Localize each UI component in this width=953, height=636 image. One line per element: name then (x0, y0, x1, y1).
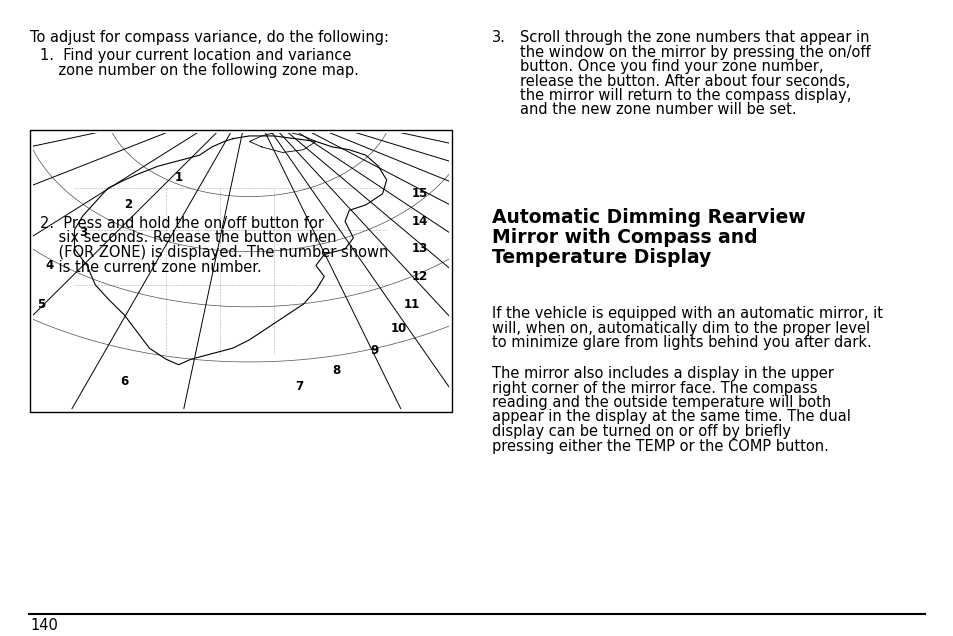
Text: 1: 1 (174, 171, 182, 184)
Text: and the new zone number will be set.: and the new zone number will be set. (519, 102, 796, 118)
Text: pressing either the TEMP or the COMP button.: pressing either the TEMP or the COMP but… (492, 438, 828, 453)
Text: is the current zone number.: is the current zone number. (40, 259, 261, 275)
Text: the window on the mirror by pressing the on/off: the window on the mirror by pressing the… (519, 45, 870, 60)
Text: 15: 15 (412, 188, 428, 200)
Text: 11: 11 (403, 298, 419, 310)
Text: right corner of the mirror face. The compass: right corner of the mirror face. The com… (492, 380, 817, 396)
Text: display can be turned on or off by briefly: display can be turned on or off by brief… (492, 424, 790, 439)
Text: 3.: 3. (492, 30, 505, 45)
Text: 14: 14 (412, 215, 428, 228)
Text: release the button. After about four seconds,: release the button. After about four sec… (519, 74, 849, 88)
Text: 9: 9 (370, 345, 378, 357)
Text: Scroll through the zone numbers that appear in: Scroll through the zone numbers that app… (519, 30, 868, 45)
Text: (FOR ZONE) is displayed. The number shown: (FOR ZONE) is displayed. The number show… (40, 245, 388, 260)
Text: Automatic Dimming Rearview: Automatic Dimming Rearview (492, 208, 805, 227)
Text: 5: 5 (37, 298, 45, 310)
Text: 13: 13 (412, 242, 428, 256)
Text: 6: 6 (120, 375, 129, 388)
Text: 2: 2 (125, 198, 132, 211)
Text: zone number on the following zone map.: zone number on the following zone map. (40, 62, 358, 78)
Text: 4: 4 (46, 259, 53, 272)
Text: button. Once you find your zone number,: button. Once you find your zone number, (519, 59, 822, 74)
Text: reading and the outside temperature will both: reading and the outside temperature will… (492, 395, 830, 410)
Text: If the vehicle is equipped with an automatic mirror, it: If the vehicle is equipped with an autom… (492, 306, 882, 321)
Text: 3: 3 (79, 226, 87, 239)
Text: To adjust for compass variance, do the following:: To adjust for compass variance, do the f… (30, 30, 389, 45)
Text: 8: 8 (333, 364, 340, 377)
Text: Mirror with Compass and: Mirror with Compass and (492, 228, 757, 247)
Text: 7: 7 (294, 380, 303, 393)
Text: Temperature Display: Temperature Display (492, 248, 711, 267)
Text: to minimize glare from lights behind you after dark.: to minimize glare from lights behind you… (492, 335, 871, 350)
Text: six seconds. Release the button when: six seconds. Release the button when (40, 230, 336, 245)
Text: will, when on, automatically dim to the proper level: will, when on, automatically dim to the … (492, 321, 869, 336)
Text: 10: 10 (391, 322, 407, 335)
Text: 12: 12 (412, 270, 428, 283)
Text: appear in the display at the same time. The dual: appear in the display at the same time. … (492, 410, 850, 424)
Text: 2.  Press and hold the on/off button for: 2. Press and hold the on/off button for (40, 216, 324, 231)
Text: 140: 140 (30, 618, 58, 633)
Bar (30, 130, 452, 412)
Text: the mirror will return to the compass display,: the mirror will return to the compass di… (519, 88, 850, 103)
Text: 1.  Find your current location and variance: 1. Find your current location and varian… (40, 48, 351, 63)
Text: The mirror also includes a display in the upper: The mirror also includes a display in th… (492, 366, 833, 381)
